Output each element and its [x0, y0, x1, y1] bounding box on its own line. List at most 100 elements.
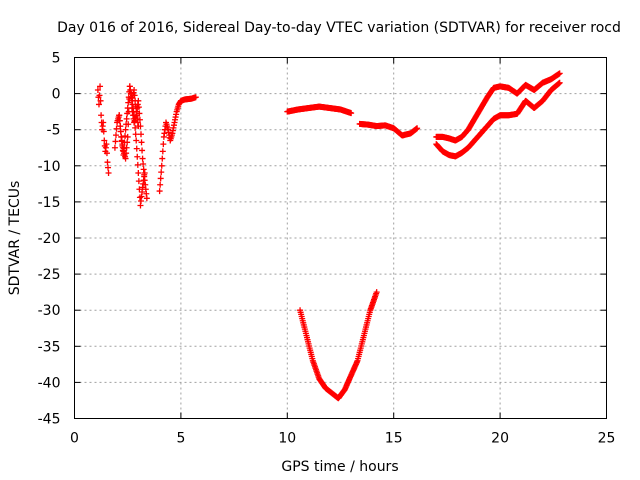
data-point: [160, 141, 167, 148]
y-tick-label: 0: [52, 87, 61, 103]
data-point: [101, 137, 108, 144]
data-point: [122, 133, 129, 140]
data-point: [100, 119, 107, 126]
y-tick-label: 5: [52, 51, 61, 67]
data-point: [138, 131, 144, 138]
y-tick-label: -15: [38, 195, 61, 211]
data-point: [136, 116, 143, 123]
series-sat-h: [356, 120, 421, 139]
data-point: [414, 125, 421, 132]
data-point: [122, 155, 129, 162]
data-point: [123, 144, 130, 151]
data-point: [105, 164, 112, 171]
data-point: [100, 128, 107, 135]
y-tick-label: -5: [47, 123, 61, 139]
data-point: [117, 123, 124, 130]
data-point: [137, 123, 144, 130]
data-point: [140, 160, 147, 167]
chart-title: Day 016 of 2016, Sidereal Day-to-day VTE…: [57, 20, 621, 36]
data-point: [139, 155, 146, 162]
grid: [74, 57, 607, 419]
data-point: [132, 131, 139, 138]
data-point: [159, 155, 166, 162]
data-point: [556, 70, 563, 77]
data-point: [156, 188, 163, 195]
data-point: [131, 92, 138, 99]
y-tick-label: -45: [38, 412, 61, 428]
data-point: [103, 150, 110, 157]
data-point: [157, 175, 164, 182]
y-tick-label: -20: [38, 231, 61, 247]
data-point: [123, 115, 130, 122]
data-point: [192, 94, 199, 101]
data-point: [158, 169, 165, 176]
data-point: [138, 139, 145, 146]
data-point: [96, 92, 103, 99]
data-point: [125, 121, 132, 128]
series-sat-f: [284, 103, 355, 117]
data-point: [348, 110, 355, 117]
x-tick-label: 5: [176, 431, 185, 447]
series-sat-g: [297, 289, 380, 402]
data-point: [124, 139, 131, 146]
series-sat-i: [433, 70, 563, 144]
data-point: [134, 153, 141, 160]
data-point: [112, 138, 119, 145]
data-point: [123, 150, 130, 157]
y-axis-label: SDTVAR / TECUs: [7, 181, 23, 296]
data-point: [124, 133, 131, 140]
y-tick-label: -25: [38, 267, 61, 283]
data-point: [159, 148, 166, 155]
data-point: [133, 145, 140, 152]
data-point: [141, 171, 148, 178]
data-points: [94, 70, 563, 402]
x-tick-label: 10: [278, 431, 296, 447]
data-point: [105, 170, 112, 177]
data-point: [103, 141, 110, 148]
data-point: [133, 137, 140, 144]
data-point: [95, 101, 102, 108]
data-point: [139, 147, 146, 154]
data-point: [132, 124, 139, 131]
x-tick-label: 0: [70, 431, 79, 447]
data-point: [104, 159, 111, 166]
data-point: [136, 110, 143, 117]
data-point: [122, 126, 129, 133]
data-point: [135, 104, 142, 111]
data-point: [135, 170, 142, 177]
data-point: [98, 112, 105, 119]
series-sat-a: [94, 83, 112, 177]
data-point: [97, 97, 104, 104]
data-point: [116, 117, 123, 124]
data-point: [134, 161, 141, 168]
y-tick-label: -40: [38, 375, 61, 391]
data-point: [373, 289, 380, 296]
data-point: [125, 99, 132, 106]
series-sat-d: [128, 97, 150, 202]
data-point: [135, 178, 142, 185]
x-tick-label: 20: [491, 431, 509, 447]
x-tick-label: 15: [385, 431, 403, 447]
data-point: [135, 97, 142, 104]
data-point: [140, 166, 147, 173]
data-point: [556, 79, 563, 86]
plot-frame: [74, 57, 607, 419]
data-point: [112, 132, 119, 139]
data-point: [111, 144, 118, 151]
data-point: [157, 181, 164, 188]
data-point: [136, 186, 143, 193]
y-tick-label: -30: [38, 303, 61, 319]
series-sat-j: [433, 79, 563, 160]
data-point: [158, 162, 165, 169]
y-tick-label: -35: [38, 339, 61, 355]
data-point: [94, 86, 101, 93]
data-point: [116, 112, 123, 119]
x-tick-label: 25: [598, 431, 616, 447]
data-point: [143, 195, 150, 202]
data-point: [117, 128, 124, 135]
y-tick-label: -10: [38, 159, 61, 175]
data-point: [97, 83, 104, 90]
x-axis-label: GPS time / hours: [281, 459, 398, 475]
data-point: [113, 125, 120, 132]
